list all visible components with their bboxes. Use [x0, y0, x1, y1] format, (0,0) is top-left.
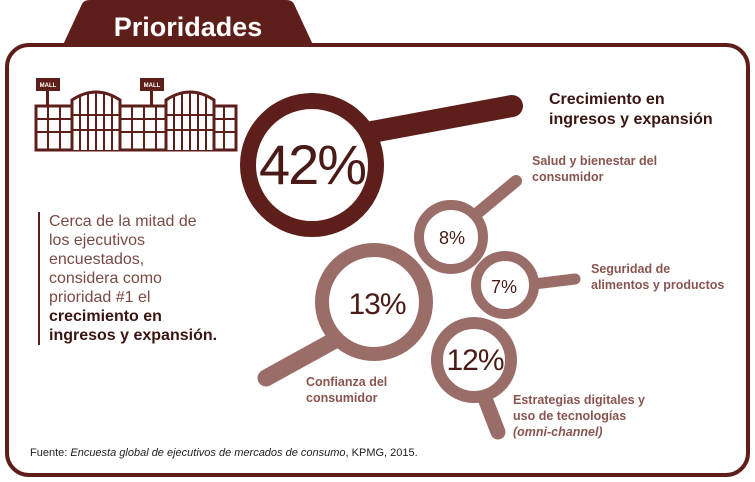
magnifier-growth-handle — [361, 95, 523, 143]
source-title: Encuesta global de ejecutivos de mercado… — [70, 447, 346, 459]
header-tab — [62, 0, 314, 47]
magnifier-health-lens — [414, 200, 488, 274]
summary-line: los ejecutivos — [49, 232, 146, 249]
magnifier-safety-lens — [471, 251, 539, 319]
magnifier-safety — [471, 251, 581, 319]
summary-line: considera como — [49, 270, 162, 287]
magnifier-confidence-lens — [315, 243, 433, 361]
value-label-digital: 12% — [446, 344, 503, 377]
magnifier-growth — [240, 93, 523, 237]
magnifier-confidence-handle — [257, 331, 344, 387]
summary-line: encuestados, — [49, 251, 145, 268]
category-label-health: Salud y bienestar del consumidor — [532, 154, 661, 184]
summary-line-bold: ingresos y expansión. — [49, 327, 218, 344]
magnifier-confidence — [257, 243, 433, 387]
magnifier-safety-handle — [528, 273, 581, 290]
mall-sign-right: MALL — [144, 83, 161, 89]
value-label-confidence: 13% — [348, 288, 405, 321]
magnifier-digital-handle — [476, 388, 506, 440]
value-label-growth: 42% — [259, 133, 365, 196]
mall-icon: MALL MALL — [34, 78, 238, 152]
magnifier-health-handle — [468, 175, 522, 222]
summary-line: Cerca de la mitad de — [49, 213, 197, 230]
category-label-confidence: Confianza del consumidor — [306, 375, 391, 405]
summary-line: prioridad #1 el — [49, 289, 151, 306]
summary-line-bold: crecimiento en — [49, 308, 162, 325]
magnifier-digital — [431, 317, 517, 440]
magnifier-health — [414, 175, 522, 274]
magnifier-growth-lens — [240, 93, 384, 237]
value-label-safety: 7% — [491, 277, 517, 297]
category-label-safety: Seguridad de alimentos y productos — [591, 262, 724, 292]
summary-text: Cerca de la mitad de los ejecutivos encu… — [38, 212, 259, 345]
category-label-digital: Estrategias digitales y uso de tecnologí… — [513, 393, 649, 439]
value-label-health: 8% — [439, 228, 465, 248]
mall-sign-left: MALL — [40, 83, 57, 89]
category-label-growth: Crecimiento en ingresos y expansión — [549, 91, 713, 128]
header-title: Prioridades — [114, 12, 263, 42]
source-note: Fuente: Encuesta global de ejecutivos de… — [30, 447, 418, 459]
magnifier-digital-lens — [431, 317, 517, 403]
